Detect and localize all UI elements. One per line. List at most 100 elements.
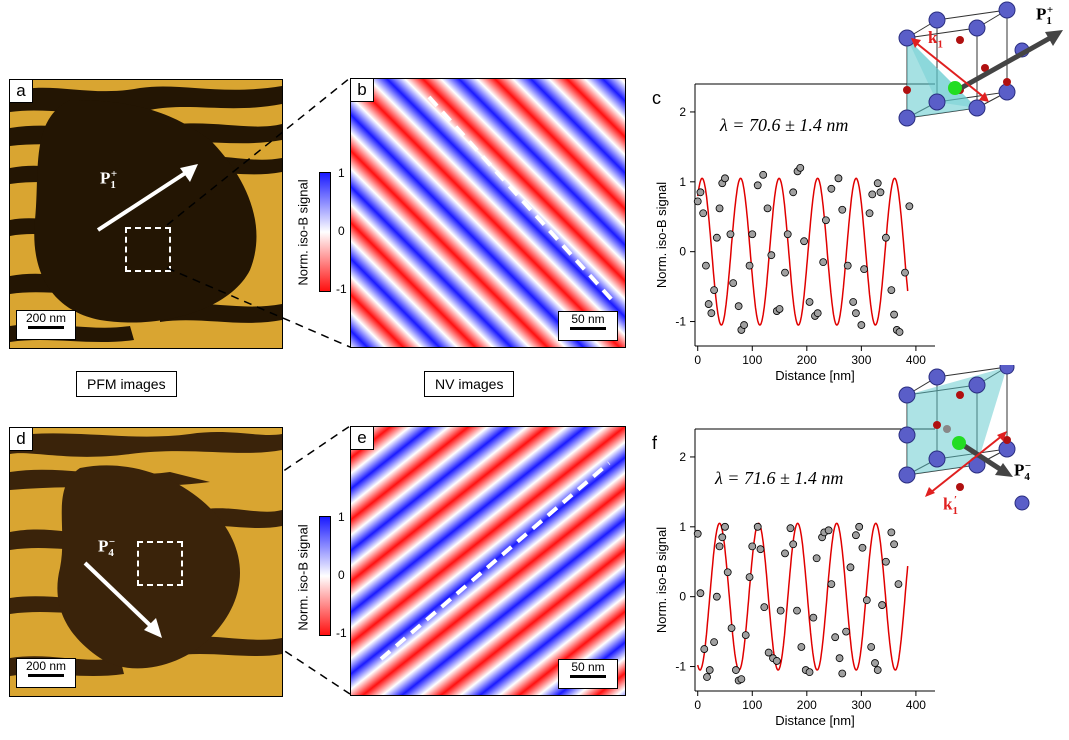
nv-image-e: e 50 nm xyxy=(350,426,626,696)
x-tick-label: 0 xyxy=(694,698,701,712)
colorbar-tick-bottom-min: -1 xyxy=(336,626,347,640)
x-tick-label: 300 xyxy=(851,353,871,367)
x-tick-label: 0 xyxy=(694,353,701,367)
colorbar-tick-top-min: -1 xyxy=(336,282,347,296)
data-point xyxy=(696,188,705,197)
data-point xyxy=(887,286,896,295)
colorbar-tick-bottom-mid: 0 xyxy=(338,568,345,582)
x-tick-label: 100 xyxy=(742,698,762,712)
data-point xyxy=(723,568,732,577)
pfm-image-a: a P1+ 200 nm xyxy=(9,79,283,349)
data-point xyxy=(737,675,746,684)
data-point xyxy=(831,633,840,642)
data-point xyxy=(789,540,798,549)
selection-box-d xyxy=(137,541,183,586)
x-tick-label: 400 xyxy=(906,353,926,367)
data-point xyxy=(710,638,718,646)
chart-c: 0 100 200 300 400 -1 0 1 2 Distance [nm] Norm. iso… xyxy=(654,83,935,383)
polarization-label-p4: P4− xyxy=(98,536,116,560)
nv-image-b: b 50 nm xyxy=(350,78,626,348)
data-point xyxy=(838,669,847,678)
data-point xyxy=(834,174,843,183)
data-point xyxy=(890,310,898,319)
data-point xyxy=(812,554,821,563)
data-point xyxy=(715,542,724,551)
data-point xyxy=(718,533,727,542)
x-tick-label: 300 xyxy=(851,698,871,712)
panel-label-c: c xyxy=(652,88,661,108)
data-point xyxy=(715,204,724,213)
data-point xyxy=(895,328,904,336)
data-point xyxy=(721,174,729,183)
data-point xyxy=(805,668,814,677)
y-tick-label: 1 xyxy=(679,520,686,534)
data-point xyxy=(873,666,882,674)
data-point xyxy=(781,268,789,277)
data-point xyxy=(763,204,772,213)
data-point xyxy=(813,309,822,318)
data-point xyxy=(865,209,874,218)
polarization-label-p1: P1+ xyxy=(100,168,118,192)
data-point xyxy=(843,261,852,270)
data-point xyxy=(753,181,762,190)
data-point xyxy=(867,643,876,651)
data-point xyxy=(767,251,776,260)
data-point xyxy=(729,279,738,288)
pfm-image-d: d P4− 200 nm xyxy=(9,427,283,697)
data-point xyxy=(734,302,743,311)
scalebar-d: 200 nm xyxy=(16,658,76,688)
wavevector-label-k1: k1 xyxy=(928,28,943,51)
x-tick-label: 200 xyxy=(797,353,817,367)
colorbar-bottom xyxy=(319,516,331,636)
data-point xyxy=(704,300,713,308)
data-point xyxy=(727,624,736,633)
colorbar-label-bottom: Norm. iso-B signal xyxy=(295,524,311,631)
pfm-texture-d xyxy=(10,428,282,696)
data-point xyxy=(745,261,754,270)
data-point xyxy=(702,261,710,270)
data-point xyxy=(796,163,805,172)
data-point xyxy=(764,648,773,657)
y-tick-label: 2 xyxy=(679,450,686,464)
caption-pfm: PFM images xyxy=(76,371,177,397)
y-tick-label: -1 xyxy=(675,315,686,329)
colorbar-top xyxy=(319,172,331,292)
data-point xyxy=(852,309,860,318)
fit-curve xyxy=(696,522,909,671)
data-point xyxy=(732,666,740,674)
data-point xyxy=(726,230,735,239)
nv-stripes-b xyxy=(351,79,625,347)
data-point xyxy=(868,190,877,199)
data-point xyxy=(783,230,792,239)
selection-box-a xyxy=(125,227,171,272)
panel-label-e: e xyxy=(351,427,374,450)
data-point xyxy=(696,589,705,598)
colorbar-tick-bottom-max: 1 xyxy=(338,510,345,524)
lambda-label-c: λ = 70.6 ± 1.4 nm xyxy=(720,115,849,135)
data-point xyxy=(759,170,768,179)
crystal-cell-f xyxy=(898,365,1030,511)
data-point xyxy=(745,573,754,582)
polarization-arrow-a xyxy=(96,164,198,232)
wavevector-label-k1-prime: k1′ xyxy=(943,494,958,518)
colorbar-tick-top-mid: 0 xyxy=(338,224,345,238)
scalebar-b: 50 nm xyxy=(558,311,618,341)
data-point xyxy=(756,545,765,554)
data-point xyxy=(835,654,844,663)
y-axis-label: Norm. iso-B signal xyxy=(654,182,669,288)
data-point xyxy=(748,230,757,239)
data-point xyxy=(800,237,808,246)
data-point xyxy=(882,557,890,566)
data-point xyxy=(740,321,748,329)
panel-label-f: f xyxy=(652,433,658,453)
data-point xyxy=(748,542,757,551)
chart-f: 0 100 200 300 400 -1 0 1 2 Distance [nm] Norm. iso… xyxy=(654,428,935,728)
data-point xyxy=(712,592,721,601)
data-point xyxy=(842,627,850,636)
data-point xyxy=(822,216,830,225)
nv-stripes-e xyxy=(351,427,625,695)
data-point xyxy=(878,601,886,609)
data-point xyxy=(712,233,721,242)
colorbar-label-top: Norm. iso-B signal xyxy=(295,179,311,286)
data-point xyxy=(887,528,896,537)
